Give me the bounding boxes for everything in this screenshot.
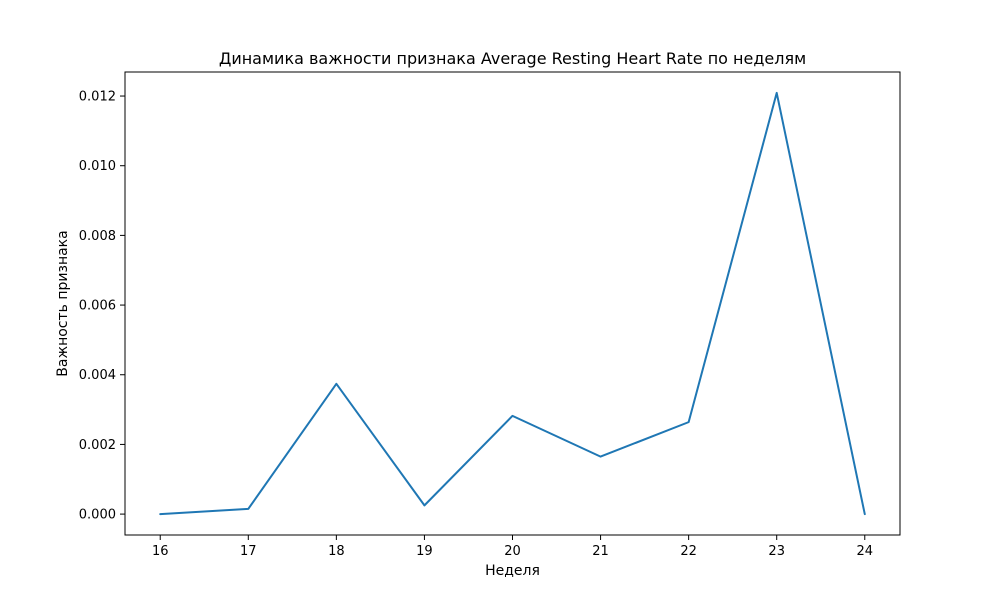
plot-area-frame [124, 71, 901, 536]
x-tick-label: 22 [680, 544, 697, 559]
y-tick-label: 0.000 [79, 508, 116, 523]
series-line [159, 91, 866, 516]
x-tick-label: 20 [504, 544, 521, 559]
x-tick-label: 24 [856, 544, 873, 559]
y-tick-label: 0.008 [79, 229, 116, 244]
y-axis-ticks: 0.000 0.002 0.004 0.006 0.008 0.010 0.012 [79, 90, 125, 523]
x-tick-label: 18 [328, 544, 345, 559]
x-tick-label: 23 [768, 544, 785, 559]
x-tick-label: 21 [592, 544, 609, 559]
x-tick-label: 19 [416, 544, 433, 559]
chart-title: Динамика важности признака Average Resti… [219, 49, 806, 68]
y-tick-label: 0.010 [79, 159, 116, 174]
x-axis-label: Неделя [485, 563, 540, 579]
y-tick-label: 0.002 [79, 438, 116, 453]
x-axis-ticks: 16 17 18 19 20 21 22 23 24 [152, 535, 873, 559]
y-tick-label: 0.004 [79, 368, 116, 383]
x-tick-label: 16 [152, 544, 169, 559]
series-layer [159, 91, 866, 516]
y-axis-label: Важность признака [55, 230, 71, 376]
y-tick-label: 0.006 [79, 299, 116, 314]
x-tick-label: 17 [240, 544, 257, 559]
y-tick-label: 0.012 [79, 90, 116, 105]
